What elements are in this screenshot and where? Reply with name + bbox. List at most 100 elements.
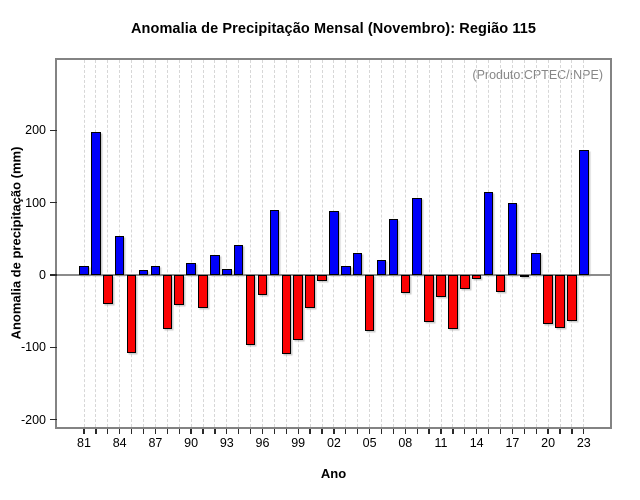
x-tick-label-1993: 93	[219, 436, 234, 450]
x-tick-1998	[285, 429, 287, 434]
x-tick-1985	[130, 429, 133, 434]
gridline-2008	[404, 60, 406, 427]
bar-1995	[245, 274, 256, 346]
x-tick-2003	[345, 429, 347, 434]
bar-1983	[103, 274, 113, 304]
x-tick-1992	[214, 429, 216, 434]
bar-2019	[531, 252, 541, 275]
gridline-2000	[309, 60, 311, 427]
gridline-2019	[535, 60, 537, 427]
gridline-2014	[476, 60, 478, 427]
x-tick-1981	[83, 429, 85, 434]
bar-2003	[341, 266, 351, 275]
bar-1984	[114, 235, 125, 275]
bar-2004	[352, 253, 363, 275]
x-tick-label-1981: 81	[77, 436, 91, 450]
bar-1990	[186, 262, 196, 275]
gridline-1992	[214, 60, 216, 427]
x-tick-2019	[535, 429, 537, 434]
gridline-1988	[166, 60, 168, 427]
producer-annotation: (Produto:CPTEC/INPE)	[472, 68, 603, 82]
gridline-1983	[107, 60, 109, 427]
bar-2016	[495, 274, 506, 292]
gridline-1989	[178, 60, 180, 427]
x-tick-1994	[238, 429, 240, 434]
bar-2005	[364, 274, 375, 331]
bar-1981	[79, 265, 89, 275]
x-tick-2015	[487, 429, 490, 434]
x-tick-1982	[95, 429, 97, 434]
gridline-2013	[464, 60, 466, 427]
x-tick-1986	[142, 429, 145, 434]
x-tick-2011	[440, 429, 442, 434]
bar-2011	[436, 274, 446, 297]
x-tick-1984	[119, 429, 121, 434]
x-tick-label-2011: 11	[434, 436, 448, 450]
bar-1985	[126, 274, 137, 354]
x-tick-label-1990: 90	[184, 436, 199, 450]
x-tick-label-2020: 20	[541, 436, 556, 450]
gridline-1996	[262, 60, 263, 427]
bar-1992	[210, 255, 220, 275]
y-tick-label-0: 0	[39, 267, 46, 282]
y-tick-0	[50, 274, 57, 276]
y-tick--100	[50, 346, 57, 349]
x-tick-label-1999: 99	[291, 436, 306, 450]
gridline-2022	[571, 60, 573, 427]
x-tick-2012	[452, 429, 454, 434]
bar-2023	[579, 150, 589, 275]
bar-1986	[138, 269, 149, 275]
x-tick-2016	[499, 429, 502, 434]
bar-1989	[174, 274, 184, 306]
gridline-2011	[440, 60, 442, 427]
x-tick-1989	[178, 429, 180, 434]
x-tick-label-2002: 02	[326, 436, 341, 450]
x-tick-label-1996: 96	[255, 436, 270, 450]
bar-2014	[471, 274, 482, 280]
gridline-1990	[190, 60, 192, 427]
x-tick-2002	[333, 429, 335, 434]
x-tick-1991	[202, 429, 204, 434]
gridline-2001	[321, 60, 323, 427]
y-tick-100	[50, 201, 57, 204]
bar-1987	[150, 265, 161, 275]
bar-1988	[162, 274, 173, 329]
x-tick-label-2005: 05	[362, 436, 377, 450]
x-tick-2008	[404, 429, 406, 434]
gridline-1986	[143, 60, 144, 427]
x-tick-label-1984: 84	[112, 436, 127, 450]
x-tick-1987	[154, 429, 157, 434]
bar-2022	[567, 274, 577, 322]
x-tick-2001	[321, 429, 323, 434]
bar-2007	[388, 219, 399, 275]
bar-2013	[460, 274, 470, 290]
x-tick-label-2014: 14	[469, 436, 484, 450]
gridline-1998	[285, 60, 287, 427]
x-tick-2023	[583, 429, 585, 434]
gridline-1999	[297, 60, 299, 427]
x-tick-2007	[392, 429, 395, 434]
x-tick-2014	[476, 429, 478, 434]
bar-2002	[329, 211, 339, 275]
x-tick-1990	[190, 429, 192, 434]
y-tick-200	[50, 129, 57, 131]
bar-2017	[507, 203, 518, 275]
x-tick-1993	[226, 429, 228, 434]
gridline-2016	[500, 60, 501, 427]
x-tick-2006	[380, 429, 383, 434]
bar-1998	[281, 274, 292, 354]
gridline-2018	[523, 60, 525, 427]
bar-2015	[483, 191, 494, 275]
bar-1997	[269, 209, 280, 275]
x-tick-2020	[547, 429, 549, 434]
zero-line	[57, 273, 610, 276]
bar-2008	[400, 274, 411, 294]
x-axis-label: Ano	[320, 466, 347, 481]
bar-2010	[424, 274, 434, 323]
gridline-2021	[559, 60, 561, 427]
x-tick-1995	[249, 429, 252, 434]
gridline-1991	[202, 60, 204, 427]
x-tick-2018	[523, 429, 525, 434]
gridline-1987	[154, 60, 156, 427]
